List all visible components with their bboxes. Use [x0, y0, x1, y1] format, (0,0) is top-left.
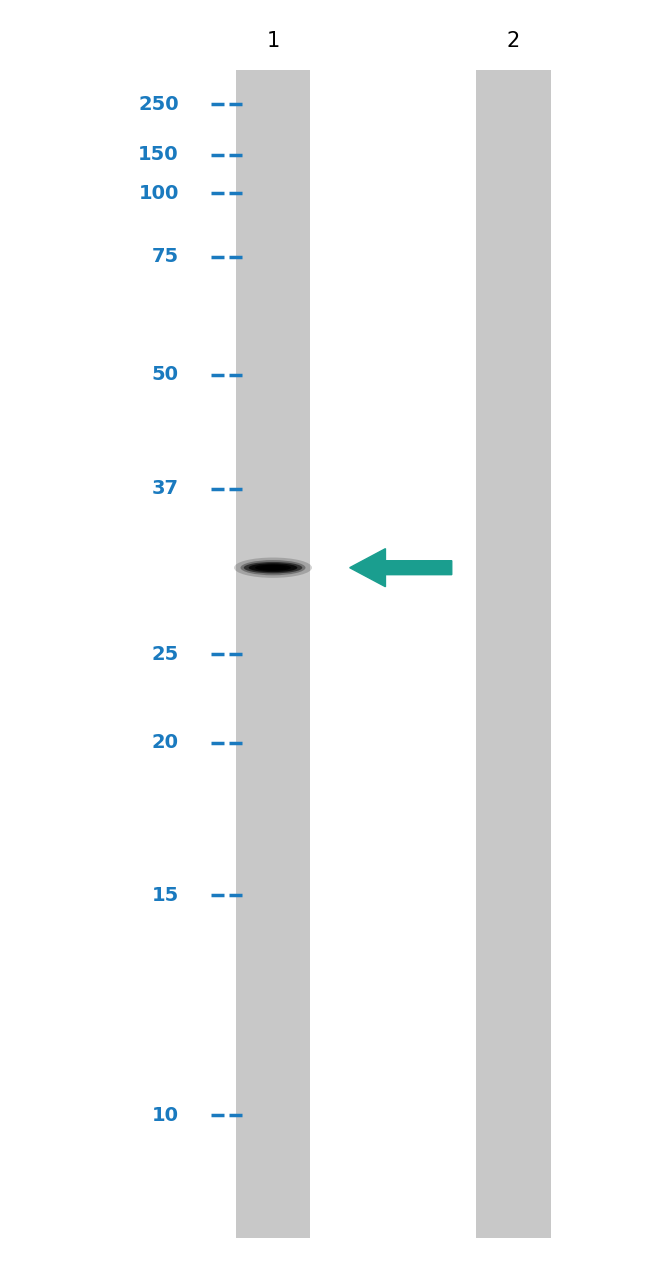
Text: 2: 2: [507, 30, 520, 51]
Text: 15: 15: [151, 886, 179, 904]
FancyArrow shape: [350, 549, 452, 587]
Ellipse shape: [240, 560, 306, 575]
Text: 75: 75: [151, 248, 179, 265]
Text: 37: 37: [151, 480, 179, 498]
Text: 20: 20: [151, 734, 179, 752]
Text: 150: 150: [138, 146, 179, 164]
Text: 1: 1: [266, 30, 280, 51]
Bar: [235, 70, 311, 1238]
Text: 25: 25: [151, 645, 179, 663]
Text: 250: 250: [138, 95, 179, 113]
Ellipse shape: [248, 563, 298, 573]
Ellipse shape: [255, 565, 291, 572]
Text: 100: 100: [138, 184, 179, 202]
Bar: [476, 70, 551, 1238]
Text: 10: 10: [151, 1106, 179, 1124]
Ellipse shape: [244, 561, 302, 574]
Ellipse shape: [261, 565, 285, 570]
Ellipse shape: [234, 558, 312, 578]
Text: 50: 50: [151, 366, 179, 384]
